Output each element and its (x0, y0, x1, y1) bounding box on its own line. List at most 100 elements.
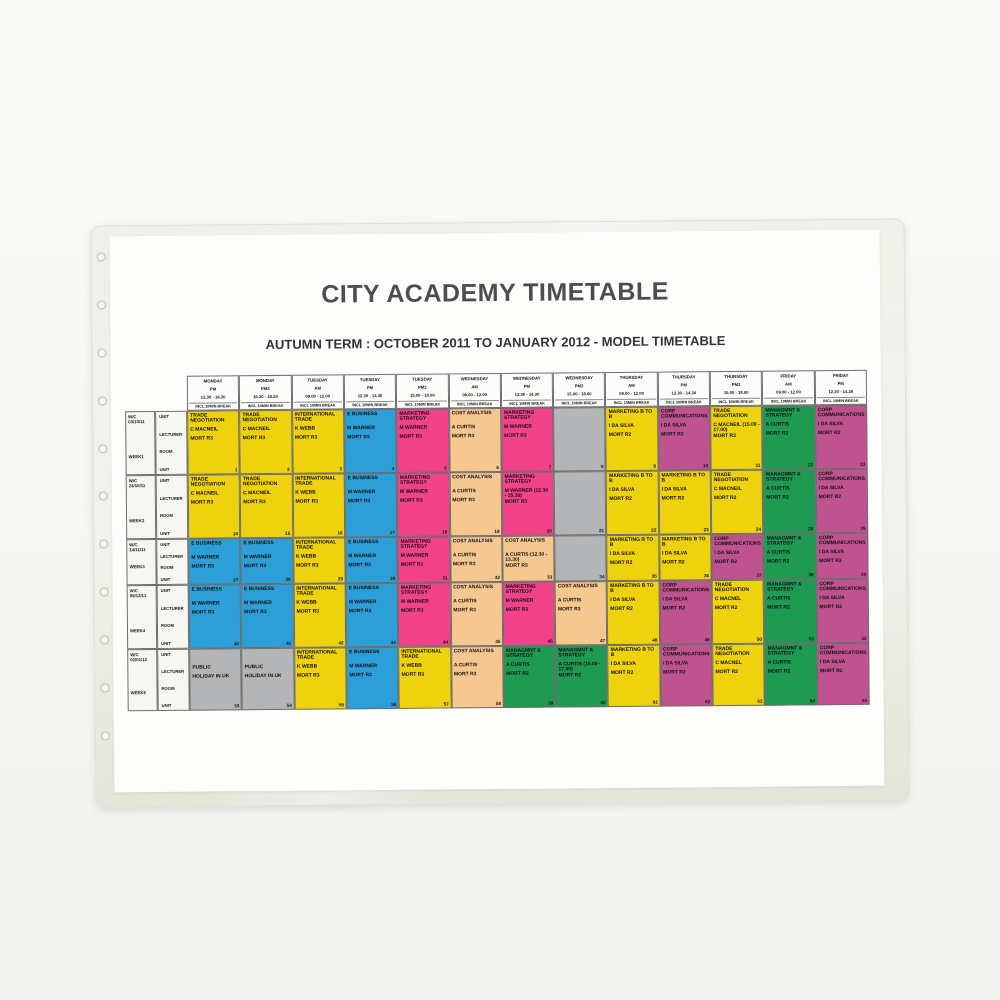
cell-room: MORT R3 (713, 433, 736, 440)
cell-room: MORT R3 (348, 561, 371, 568)
cell-number: 38 (808, 572, 814, 578)
cell-room: MORT R2 (767, 667, 791, 675)
header-note: INCL 10MIN BREAK (555, 399, 604, 406)
week-number: WEEK1 (128, 454, 144, 460)
column-header: TUESDAY AM 09.00 - 12.00 INCL 10MIN BREAK (291, 374, 345, 410)
cell-room: MORT R2 (661, 430, 684, 438)
row-label: UNIT (161, 640, 171, 646)
cell-number: 58 (495, 700, 502, 707)
timetable-cell: E BUSINESS M WARNER MORT R3 41 (240, 583, 294, 649)
cell-number: 20 (546, 528, 552, 534)
timetable-cell: TRADE NEGOTIATION C MACNEIL MORT R3 2 (239, 409, 293, 475)
timetable-cell: MARKETING STRATEGY M WARNER MORT R3 5 (396, 408, 450, 473)
header-session: PM (680, 382, 687, 388)
cell-number: 63 (757, 698, 763, 704)
cell-subject: E BUSINESS (191, 539, 222, 547)
row-label: UNIT (159, 466, 170, 472)
cell-subject: TRADE NEGOTIATION (713, 471, 749, 484)
timetable-cell: MANAGMNT & STRATEGY A CURTIS MORT R2 51 (763, 579, 817, 644)
cell-number: 40 (233, 641, 239, 647)
timetable-cell: MARKETING STRATEGY M WARNER MORT R3 7 (500, 407, 554, 472)
cell-room: MORT R2 (714, 604, 738, 611)
cell-room: MORT R2 (715, 668, 738, 675)
cell-subject: TRADE NEGOTIATION (190, 412, 225, 425)
timetable-cell: CORP COMMUNICATIONS I DA SILVA MORT R2 49 (659, 580, 713, 645)
cell-subject: TRADE NEGOTIATION (242, 411, 277, 424)
cell-subject: TRADE NEGOTIATION (242, 475, 278, 488)
cell-subject: MARKETING STRATEGY (400, 584, 432, 597)
cell-number: 3 (339, 466, 343, 472)
punch-hole (100, 683, 110, 693)
row-label: ROOM (159, 449, 173, 455)
cell-number: 8 (600, 464, 604, 470)
header-day: TUESDAY (307, 377, 328, 383)
cell-number: 33 (547, 574, 553, 580)
cell-number: 57 (443, 701, 449, 707)
timetable-cell: TRADE NEGOTIATION C MACNEL MORT R2 63 (712, 643, 766, 707)
row-labels-cell: UNIT LECTURER ROOM UNIT (156, 584, 190, 649)
header-day: TUESDAY (412, 376, 433, 382)
cell-lecturer (557, 552, 603, 561)
header-note: INCL 10MIN BREAK (450, 400, 499, 407)
column-header: MONDAY PM2 16.30 - 18.30 INCL 10MIN BREAK (239, 374, 292, 411)
row-label: ROOM (161, 685, 175, 691)
header-time: 12.30 - 16.30 (200, 394, 226, 400)
timetable-cell: E BUSINESS M WARNER MORT R3 28 (240, 537, 294, 585)
week-row: W/C 05/12/11 WEEK4 UNIT LECTURER ROOM UNIT E B… (126, 578, 870, 650)
cell-room: MORT R3 (505, 563, 528, 570)
cell-number: 19 (494, 529, 500, 535)
timetable-cell: INTERNATIONAL TRADE K WEBB MORT R3 55 (293, 647, 347, 710)
cell-number: 50 (756, 636, 763, 642)
header-time: 12.30 - 14.30 (828, 388, 854, 395)
header-time: 12.30 - 14.30 (357, 393, 383, 399)
week-number: WEEK5 (130, 690, 146, 696)
cell-room: MORT R2 (609, 559, 633, 566)
timetable-cell: INTERNATIONAL TRADE K WEBB MORT R3 3 (291, 409, 345, 474)
cell-subject: CORP COMMUNICATIONS (660, 407, 708, 420)
timetable-cell: CORP COMMUNICATIONS I DA SILVA MORT R2 52 (816, 578, 870, 644)
timetable-cell: E BUSINESS M WARNER MORT R3 17 (344, 472, 398, 538)
header-note: INCL 10MIN BREAK (293, 401, 342, 408)
plastic-sleeve: CITY ACADEMY TIMETABLE AUTUMN TERM : OCT… (90, 218, 910, 808)
cell-number: 59 (548, 700, 554, 706)
row-label: UNIT (159, 477, 170, 483)
header-day: WEDNESDAY (460, 376, 489, 382)
cell-room: MORT R3 (242, 434, 266, 441)
punch-hole (97, 300, 107, 310)
cell-number: 7 (548, 464, 552, 470)
cell-number: 43 (390, 639, 396, 645)
column-header: WEDNESDAY PM 12.30 - 14.30 INCL 10MIN BREAK (500, 372, 554, 408)
week-label-cell: W/C 14/11/11 WEEK3 (126, 539, 157, 586)
header-session: AM (314, 385, 321, 391)
cell-room: MORT R2 (713, 494, 737, 501)
timetable-cell: TRADE NEGOTIATION C MACNEIL (15.00 - 17.0… (710, 405, 764, 471)
cell-number: 60 (600, 700, 606, 706)
header-day: MONDAY (203, 378, 223, 384)
cell-subject: CORP COMMUNICATIONS (662, 645, 710, 658)
cell-number: 23 (703, 527, 709, 533)
timetable-cell: MANAGMNT & STRATEGY A CURTIS MORT R2 64 (764, 643, 818, 706)
cell-subject: E BUSINESS (348, 538, 379, 545)
cell-number: 42 (338, 640, 344, 646)
cell-room: MORT R2 (765, 429, 789, 437)
row-label: LECTURER (161, 668, 185, 674)
cell-subject: MARKETING STRATEGY (399, 410, 430, 423)
cell-subject: INTERNATIONAL TRADE (295, 474, 336, 488)
cell-number: 2 (287, 466, 290, 472)
timetable-cell: TRADE NEGOTIATION C MACNEIL MORT R3 14 (187, 474, 241, 539)
cell-subject: E BUSINESS (243, 539, 274, 546)
cell-number: 1 (234, 467, 238, 473)
cell-number: 53 (234, 703, 240, 709)
punch-hole (100, 635, 110, 645)
header-session: PM2 (417, 384, 427, 390)
header-session: AM (471, 384, 478, 390)
cell-room: MORT R3 (504, 432, 527, 439)
cell-subject (557, 474, 603, 488)
header-time: 15.00 - 18.00 (723, 389, 749, 396)
cell-room: MORT R3 (191, 608, 215, 616)
column-header: THURSDAY PM 12.30 - 14.30 INCL 10MIN BREAK (657, 371, 711, 407)
cell-number: 16 (337, 530, 343, 536)
cell-room: MORT R3 (348, 607, 372, 614)
